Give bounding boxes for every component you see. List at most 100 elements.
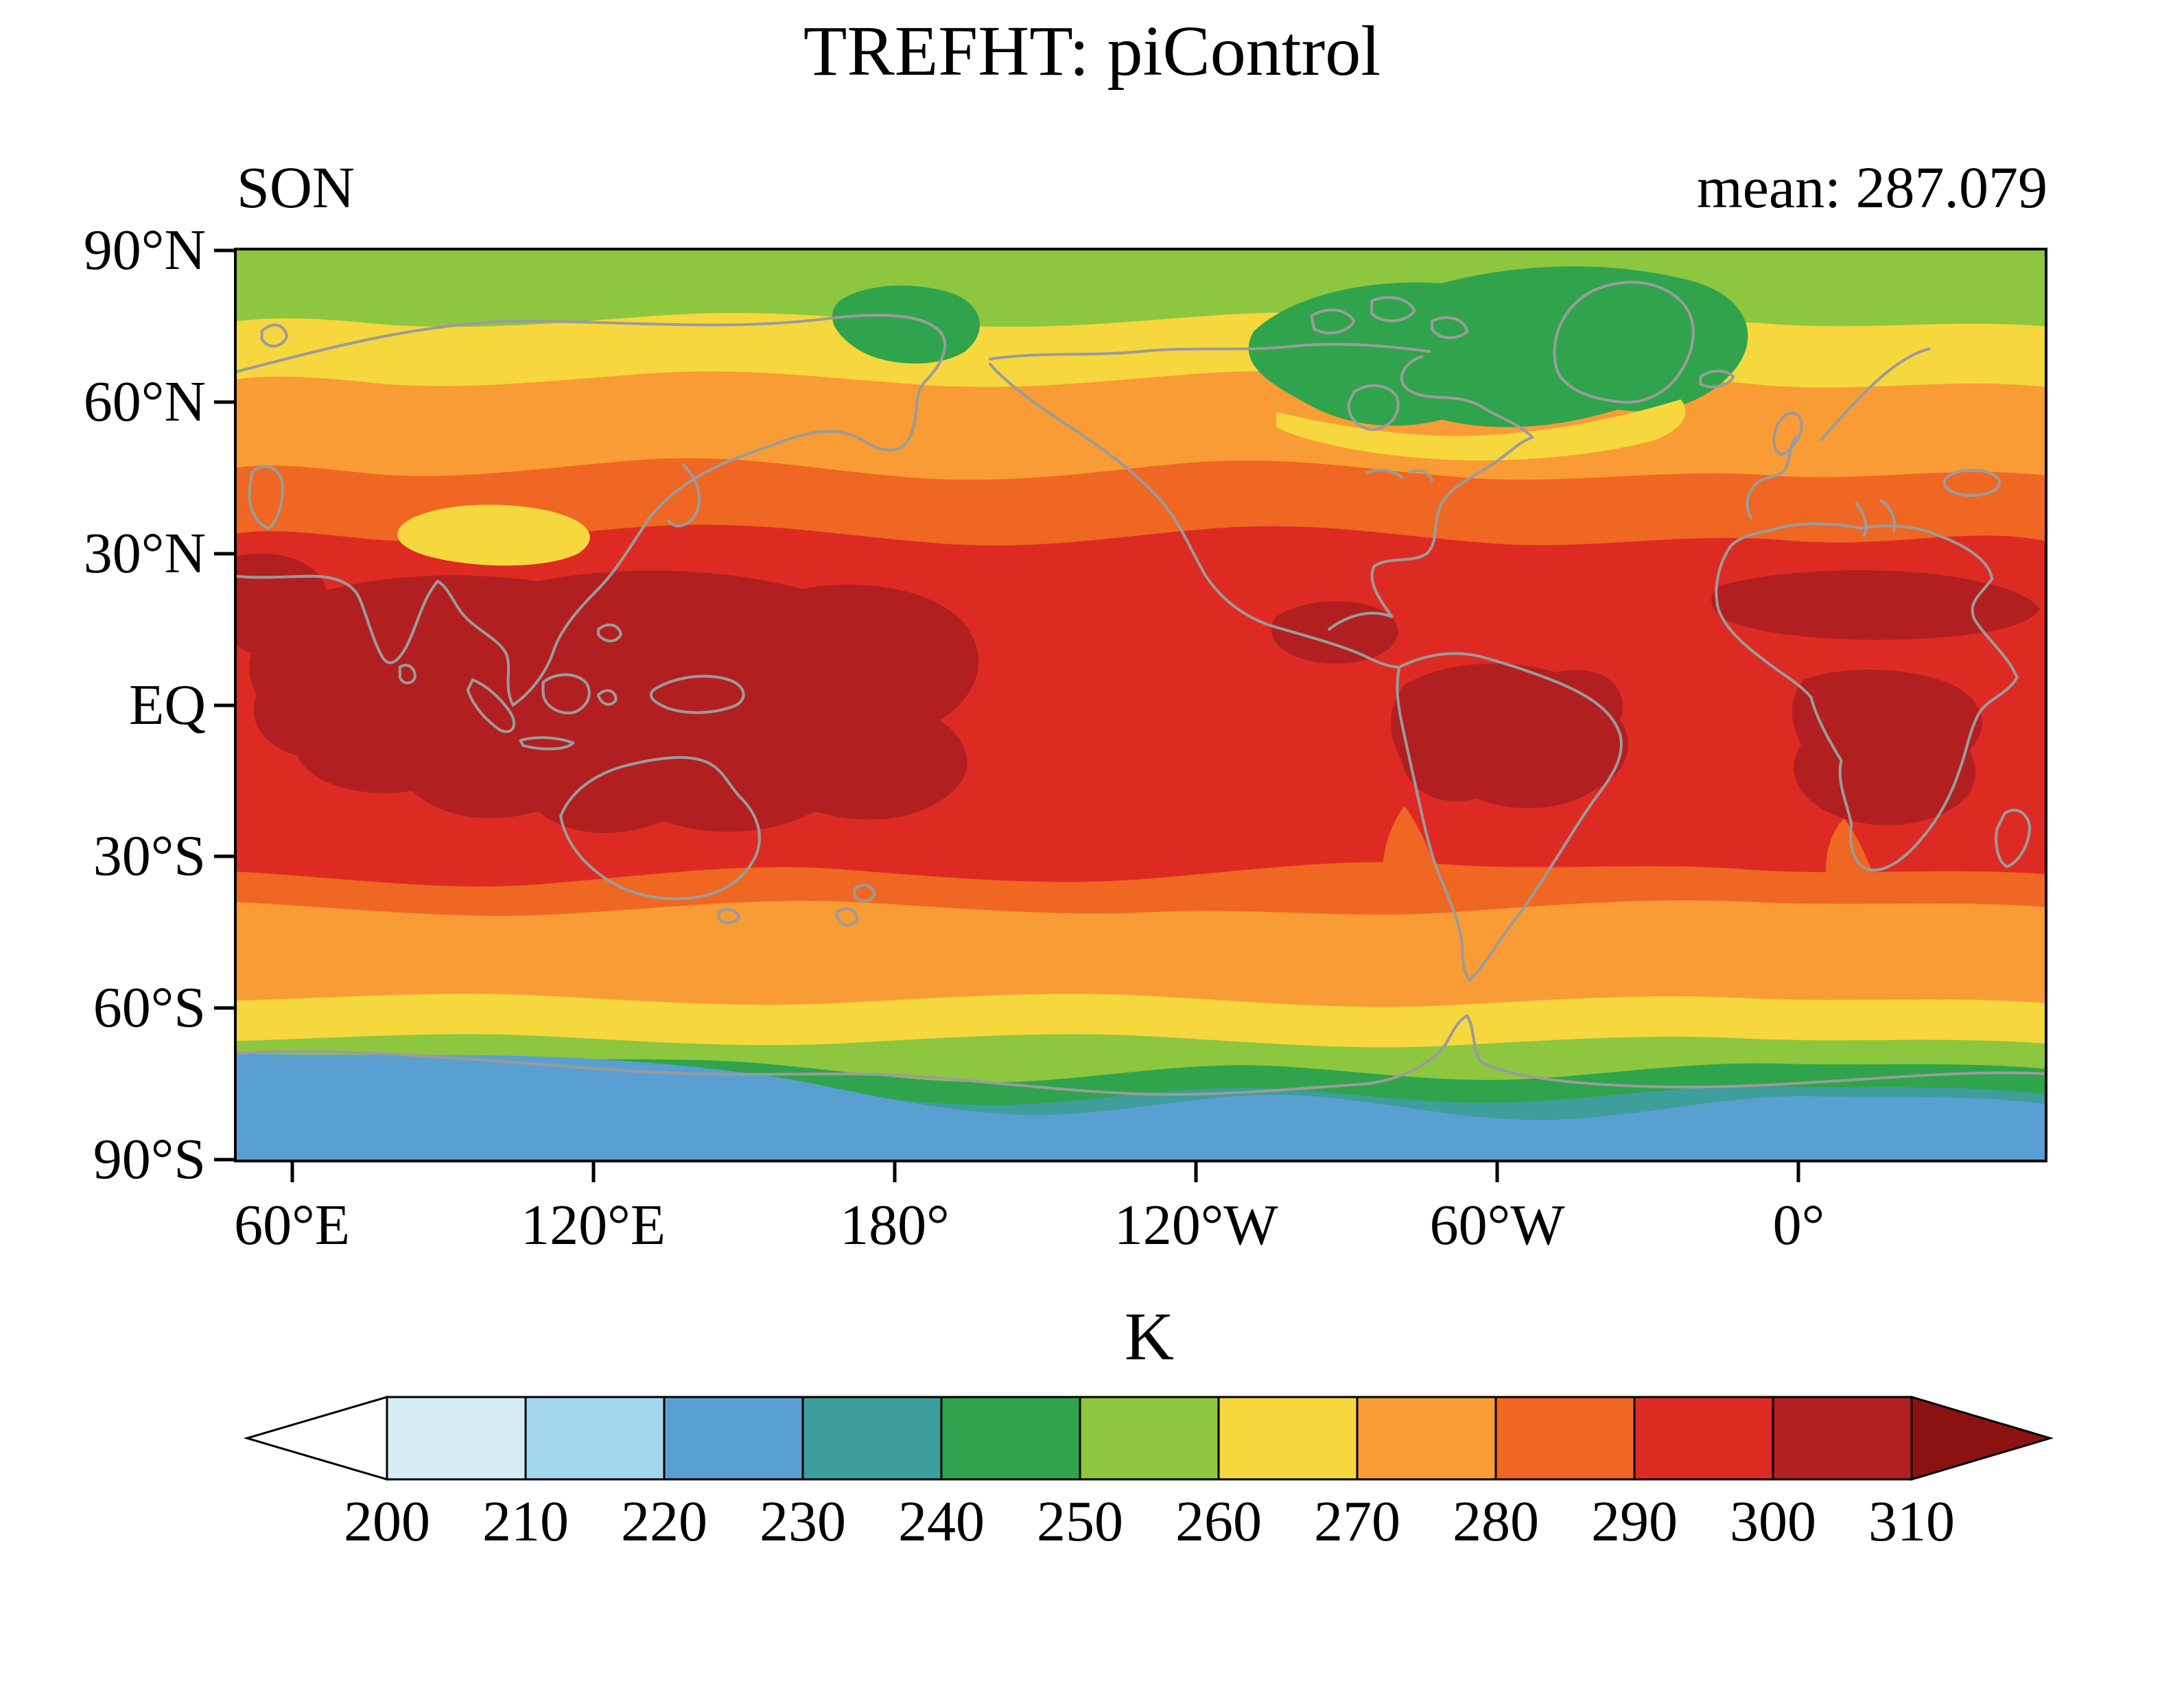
colorbar-tick-label: 230 xyxy=(760,1490,846,1553)
y-tick-mark xyxy=(214,400,234,404)
y-tick-mark xyxy=(214,552,234,556)
colorbar-tick-label: 220 xyxy=(621,1490,707,1553)
colorbar-tick-labels: 200 210 220 230 240 250 260 270 280 290 300 310 xyxy=(237,1493,2062,1569)
x-tick-label: 0° xyxy=(1772,1193,1825,1257)
colorbar-under-arrow xyxy=(243,1395,388,1481)
temperature-field-map xyxy=(237,250,2045,1160)
colorbar-box xyxy=(1633,1396,1774,1481)
wedge-humboldt-current xyxy=(1383,806,1445,900)
colorbar-box xyxy=(386,1396,527,1481)
colorbar-box xyxy=(940,1396,1081,1481)
coastline-antarctica xyxy=(237,1014,2045,1096)
y-tick-label: 90°S xyxy=(93,1127,206,1191)
coastline-greenland xyxy=(1553,281,1695,404)
figure-title: TREFHT: piControl xyxy=(803,12,1381,91)
coastline-sri-lanka xyxy=(398,664,416,685)
y-tick-mark xyxy=(214,703,234,707)
x-tick-mark xyxy=(290,1162,294,1182)
y-tick-label: EQ xyxy=(129,672,206,737)
band-nh-250-260 xyxy=(237,250,2045,327)
coastline-tasmania xyxy=(717,908,740,924)
colorbar-title: K xyxy=(1124,1298,1175,1374)
coastline-eurasia xyxy=(237,314,947,707)
coastline-new-guinea xyxy=(649,674,745,714)
coastline-hudson-bay xyxy=(1347,384,1400,432)
y-tick-mark xyxy=(214,854,234,858)
coastline-madagascar xyxy=(1995,808,2032,869)
coastline-west-europe xyxy=(1746,436,1798,520)
x-tick-mark xyxy=(591,1162,596,1182)
colorbar-box xyxy=(663,1396,804,1481)
coastline-scandinavia xyxy=(1820,347,1931,442)
x-axis-labels: 60°E 120°E 180° 120°W 60°W 0° xyxy=(234,1193,2045,1265)
blob-mexico xyxy=(1271,601,1398,664)
coastline-mediterranean xyxy=(1855,499,1897,537)
colorbar-box xyxy=(1494,1396,1636,1481)
colorbar-box xyxy=(1217,1396,1359,1481)
blob-east-siberia xyxy=(832,285,980,364)
colorbar-tick-label: 250 xyxy=(1037,1490,1123,1553)
colorbar-tick-label: 270 xyxy=(1314,1490,1400,1553)
coastline-java xyxy=(519,736,575,751)
y-axis-labels: 90°N 60°N 30°N EQ 30°S 60°S 90°S xyxy=(0,222,206,1188)
colorbar-over-arrow xyxy=(1910,1395,2054,1481)
x-tick-label: 60°E xyxy=(234,1193,351,1257)
coastline-africa xyxy=(1715,522,2019,872)
colorbar-tick-label: 290 xyxy=(1591,1490,1678,1553)
x-tick-label: 120°E xyxy=(521,1193,666,1257)
coastline-arctic-islands xyxy=(1310,296,1469,340)
x-axis-tick-marks xyxy=(237,1162,2045,1183)
blob-tibetan-plateau xyxy=(397,504,590,566)
coastlines xyxy=(237,281,2045,1096)
coastline-japan xyxy=(667,463,701,528)
map-panel xyxy=(234,248,2047,1162)
y-tick-mark xyxy=(214,248,234,253)
colorbar-tick-label: 280 xyxy=(1453,1490,1539,1553)
blob-central-africa xyxy=(1792,669,1982,825)
y-tick-label: 60°S xyxy=(93,976,206,1040)
coastline-caspian-sea xyxy=(248,465,284,530)
y-tick-label: 30°S xyxy=(93,824,206,889)
x-tick-mark xyxy=(1796,1162,1800,1182)
x-tick-mark xyxy=(1495,1162,1499,1182)
colorbar-box xyxy=(1356,1396,1497,1481)
figure-subheader: SON mean: 287.079 xyxy=(237,155,2047,220)
y-tick-label: 30°N xyxy=(83,521,206,585)
coastline-borneo xyxy=(541,673,591,715)
y-tick-mark xyxy=(214,1006,234,1010)
colorbar-tick-label: 300 xyxy=(1730,1490,1816,1553)
y-tick-mark xyxy=(214,1158,234,1162)
x-tick-label: 60°W xyxy=(1429,1193,1565,1257)
x-tick-label: 120°W xyxy=(1114,1193,1278,1257)
mean-label: mean: 287.079 xyxy=(1696,154,2047,220)
colorbar-box xyxy=(1772,1396,1913,1481)
x-tick-mark xyxy=(893,1162,897,1182)
colorbar-tick-label: 240 xyxy=(898,1490,985,1553)
coastline-sumatra xyxy=(466,678,515,734)
coastline-north-america-arctic xyxy=(988,342,1431,361)
coastline-iceland xyxy=(1699,369,1735,388)
y-axis-tick-marks xyxy=(214,248,234,1162)
blob-arabia xyxy=(237,553,328,655)
band-antarctic-interior xyxy=(237,1053,2045,1160)
temperature-bands xyxy=(237,250,2045,1160)
coastline-great-lakes xyxy=(1365,469,1434,482)
y-tick-label: 60°N xyxy=(83,369,206,434)
wedge-benguela-current xyxy=(1825,819,1879,895)
coastline-north-america-west xyxy=(988,362,1401,669)
blob-amazon xyxy=(1391,664,1629,808)
y-tick-label: 90°N xyxy=(83,218,206,282)
colorbar-box xyxy=(524,1396,666,1481)
colorbar-box xyxy=(1079,1396,1220,1481)
coastline-australia xyxy=(559,755,761,901)
coastline-black-sea xyxy=(1942,469,2001,497)
colorbar-box xyxy=(801,1396,943,1481)
colorbar xyxy=(243,1395,2054,1481)
coastline-novaya-zemlya xyxy=(260,323,289,348)
season-label: SON xyxy=(237,154,355,220)
colorbar-tick-label: 210 xyxy=(482,1490,569,1553)
coastline-south-america xyxy=(1396,652,1623,982)
colorbar-tick-label: 200 xyxy=(344,1490,430,1553)
blob-sahel xyxy=(1711,570,2040,640)
